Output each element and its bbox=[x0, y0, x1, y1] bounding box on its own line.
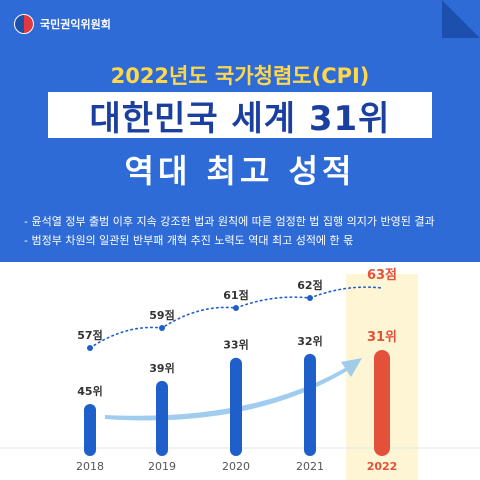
org-logo: 국민권익위원회 bbox=[14, 14, 111, 34]
rank-bar bbox=[230, 357, 242, 456]
x-tick-label: 2021 bbox=[296, 460, 324, 473]
score-label: 63점 bbox=[367, 268, 397, 283]
page-fold bbox=[442, 0, 480, 38]
x-tick-label: 2020 bbox=[222, 460, 250, 473]
rank-bar bbox=[84, 404, 96, 456]
rank-label: 39위 bbox=[149, 362, 174, 375]
rank-bar bbox=[156, 380, 168, 456]
bullet-list: - 윤석열 정부 출범 이후 지속 강조한 법과 원칙에 따른 엄정한 법 집행… bbox=[24, 212, 435, 250]
rank-label: 31위 bbox=[367, 330, 397, 345]
org-name: 국민권익위원회 bbox=[40, 18, 111, 31]
bullet-item: - 범정부 차원의 일관된 반부패 개혁 추진 노력도 역대 최고 성적에 한 … bbox=[24, 234, 354, 247]
score-point bbox=[159, 325, 165, 331]
rank-bar bbox=[374, 350, 390, 456]
bullet-item: - 윤석열 정부 출범 이후 지속 강조한 법과 원칙에 따른 엄정한 법 집행… bbox=[24, 215, 435, 228]
x-tick-label: 2018 bbox=[76, 460, 104, 473]
chart-area: 45위 39위 33위 32위 31위 57점 59점 61점 62점 63점 2018 2019 20… bbox=[0, 262, 480, 480]
rank-label: 32위 bbox=[297, 335, 322, 348]
taegeuk-icon bbox=[14, 14, 34, 34]
subtitle: 2022년도 국가청렴도(CPI) bbox=[110, 64, 370, 88]
x-tick-label: 2022 bbox=[367, 460, 398, 473]
score-point bbox=[87, 345, 93, 351]
x-tick-label: 2019 bbox=[148, 460, 176, 473]
score-label: 59점 bbox=[149, 308, 174, 322]
header-panel: 국민권익위원회 2022년도 국가청렴도(CPI) 대한민국 세계 31위 역대… bbox=[14, 0, 480, 250]
ranking-chart: 45위 39위 33위 32위 31위 57점 59점 61점 62점 63점 2018 2019 20… bbox=[0, 268, 480, 480]
score-label: 61점 bbox=[223, 288, 248, 302]
score-label: 57점 bbox=[77, 328, 102, 342]
title-box: 대한민국 세계 31위 bbox=[48, 92, 432, 139]
page-title-2: 역대 최고 성적 bbox=[124, 152, 356, 190]
rank-label: 33위 bbox=[223, 339, 248, 352]
page-title: 대한민국 세계 31위 bbox=[89, 98, 391, 139]
rank-label: 45위 bbox=[77, 385, 102, 398]
rank-bar bbox=[304, 353, 316, 456]
score-point bbox=[307, 295, 313, 301]
score-point bbox=[233, 305, 239, 311]
score-label: 62점 bbox=[297, 278, 322, 292]
